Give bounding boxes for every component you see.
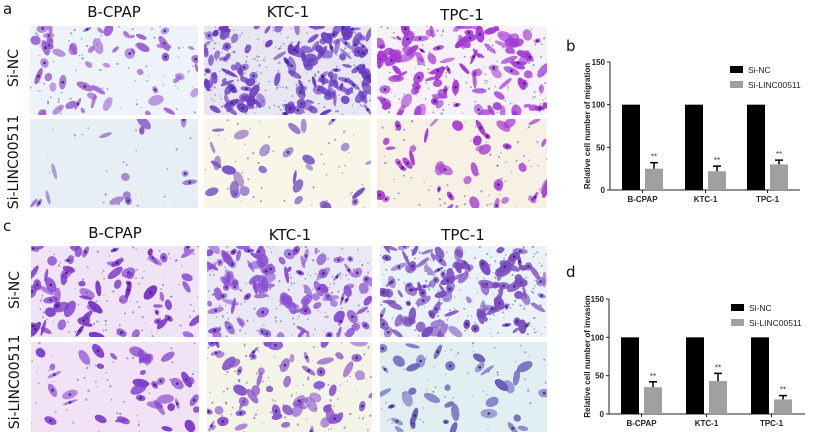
svg-text:150: 150 xyxy=(591,295,605,304)
svg-text:100: 100 xyxy=(592,101,606,110)
panel-letter-d: d xyxy=(566,263,576,281)
svg-text:**: ** xyxy=(776,150,782,159)
svg-text:**: ** xyxy=(714,156,720,165)
micrograph-invasion-b-cpap-si-linc00511 xyxy=(31,342,199,432)
svg-text:0: 0 xyxy=(600,410,605,419)
svg-text:**: ** xyxy=(780,386,786,395)
micrograph-migration-tpc-1-si-linc00511 xyxy=(377,119,547,208)
column-title-tpc-1: TPC-1 xyxy=(441,226,485,244)
svg-text:50: 50 xyxy=(595,372,604,381)
panel-letter-b: b xyxy=(566,37,576,55)
panel-letter-c: c xyxy=(3,217,12,235)
micrograph-migration-ktc-1-si-linc00511 xyxy=(204,119,371,208)
column-title-ktc-1: KTC-1 xyxy=(268,226,312,244)
svg-text:0: 0 xyxy=(601,186,606,195)
svg-text:Si-NC: Si-NC xyxy=(749,303,772,313)
svg-text:Si-LINC00511: Si-LINC00511 xyxy=(748,80,801,90)
svg-text:150: 150 xyxy=(592,58,606,67)
svg-text:100: 100 xyxy=(591,333,605,342)
micrograph-invasion-ktc-1-si-linc00511 xyxy=(207,342,372,432)
micrograph-invasion-b-cpap-si-nc xyxy=(31,246,199,337)
column-title-tpc-1: TPC-1 xyxy=(440,6,484,24)
svg-text:Si-NC: Si-NC xyxy=(748,65,771,75)
panel-letter-a: a xyxy=(3,0,13,18)
svg-text:TPC-1: TPC-1 xyxy=(760,419,784,428)
column-title-b-cpap: B-CPAP xyxy=(88,224,142,242)
column-title-b-cpap: B-CPAP xyxy=(87,3,141,21)
svg-text:**: ** xyxy=(650,372,656,381)
micrograph-migration-b-cpap-si-nc xyxy=(30,26,198,115)
micrograph-migration-tpc-1-si-nc xyxy=(377,26,547,115)
svg-text:KTC-1: KTC-1 xyxy=(694,195,718,204)
svg-text:B-CPAP: B-CPAP xyxy=(626,419,657,428)
svg-text:KTC-1: KTC-1 xyxy=(695,419,719,428)
svg-text:50: 50 xyxy=(596,143,605,152)
svg-text:Relative cell number of migrat: Relative cell number of migration xyxy=(583,63,592,189)
micrograph-invasion-tpc-1-si-linc00511 xyxy=(380,342,547,432)
svg-text:TPC-1: TPC-1 xyxy=(756,195,780,204)
svg-text:B-CPAP: B-CPAP xyxy=(627,195,658,204)
svg-text:Relative cell number of invasi: Relative cell number of invasion xyxy=(583,295,592,417)
svg-text:**: ** xyxy=(651,153,657,162)
micrograph-migration-b-cpap-si-linc00511 xyxy=(30,119,198,208)
svg-text:**: ** xyxy=(715,363,721,372)
column-title-ktc-1: KTC-1 xyxy=(266,3,310,21)
svg-text:Si-LINC00511: Si-LINC00511 xyxy=(749,318,802,328)
micrograph-invasion-ktc-1-si-nc xyxy=(207,246,372,337)
micrograph-invasion-tpc-1-si-nc xyxy=(380,246,547,337)
micrograph-migration-ktc-1-si-nc xyxy=(204,26,371,115)
